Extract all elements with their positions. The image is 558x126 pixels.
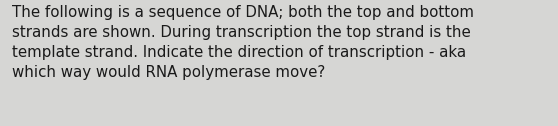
Text: The following is a sequence of DNA; both the top and bottom
strands are shown. D: The following is a sequence of DNA; both… <box>12 5 474 80</box>
